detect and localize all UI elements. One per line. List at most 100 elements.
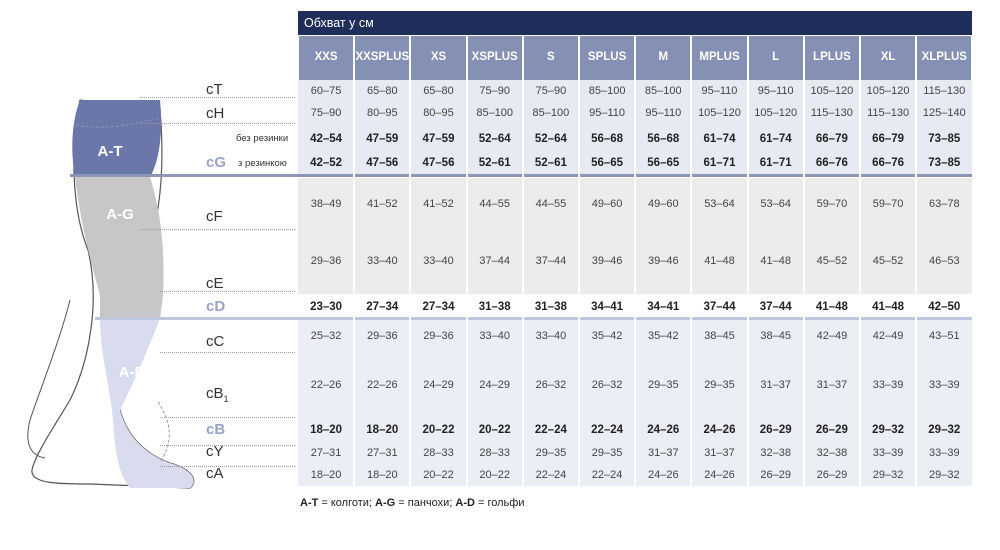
row-label-ca: cA — [206, 465, 224, 482]
size-header-1: XXS PLUS — [355, 36, 410, 80]
table-cell: 29–35 — [591, 446, 623, 459]
size-header-line1: S — [547, 51, 555, 64]
size-header-line2: PLUS — [595, 51, 627, 64]
legend: A-T = колготи; A-G = панчохи; A-D = голь… — [300, 497, 524, 509]
table-cell: 27–31 — [310, 446, 342, 459]
size-header-line2: PLUS — [708, 51, 740, 64]
table-cell: 75–90 — [310, 107, 342, 119]
table-cell: 31–37 — [704, 446, 735, 459]
legend-ad-text: = гольфи — [474, 497, 525, 509]
table-cell: 115–130 — [867, 107, 910, 119]
table-cell: 24–26 — [647, 423, 680, 436]
table-cell: 66–79 — [815, 132, 848, 145]
table-cell: 52–61 — [534, 157, 567, 169]
table-cell: 33–40 — [366, 255, 398, 267]
table-cell: 41–48 — [872, 300, 905, 313]
table-cell: 105–120 — [866, 84, 910, 97]
table-cell: 38–49 — [310, 198, 342, 210]
size-header-11: XL PLUS — [917, 36, 972, 80]
size-header-line1: S — [587, 51, 596, 64]
row-label-cd: cD — [206, 298, 226, 315]
guide-line — [140, 229, 295, 230]
table-cell: 47–59 — [422, 132, 455, 145]
table-cell: 27–34 — [366, 300, 399, 313]
table-cell: 26–32 — [535, 379, 567, 391]
table-cell: 43–51 — [928, 330, 960, 342]
table-cell: 33–39 — [928, 446, 960, 459]
table-cell: 31–38 — [534, 300, 567, 313]
table-cell: 44–55 — [479, 198, 510, 210]
table-cell: 25–32 — [310, 330, 342, 342]
row-label-ct: cT — [206, 81, 223, 98]
table-cell: 29–32 — [928, 423, 961, 436]
table-cell: 52–64 — [534, 132, 567, 145]
legend-at-text: = колготи; — [318, 497, 376, 509]
table-cell: 31–37 — [760, 379, 791, 391]
table-cell: 24–26 — [704, 469, 735, 481]
table-cell: 24–26 — [703, 423, 736, 436]
table-cell: 75–90 — [479, 84, 510, 97]
row-label-cb1: cB1 — [206, 385, 229, 404]
table-cell: 85–100 — [644, 84, 682, 97]
table-cell: 22–26 — [310, 379, 342, 391]
table-cell: 24–29 — [479, 379, 510, 391]
table-cell: 65–80 — [423, 84, 454, 97]
table-cell: 18–20 — [310, 469, 342, 481]
table-cell: 18–20 — [310, 423, 343, 436]
size-header-line1: M — [658, 51, 669, 64]
table-cell: 26–29 — [760, 469, 791, 481]
table-cell: 33–40 — [479, 330, 510, 342]
table-cell: 29–36 — [366, 330, 398, 342]
table-cell: 31–38 — [478, 300, 511, 313]
table-cell: 29–35 — [535, 446, 567, 459]
table-cell: 125–140 — [922, 107, 966, 119]
guide-line — [140, 123, 295, 124]
zone-separator-at — [70, 174, 972, 177]
table-cell: 39–46 — [591, 255, 623, 267]
table-cell: 52–64 — [478, 132, 511, 145]
guide-line — [160, 417, 295, 418]
table-cell: 47–56 — [422, 157, 455, 169]
table-cell: 59–70 — [872, 198, 904, 210]
table-cell: 22–24 — [535, 469, 567, 481]
table-cell: 33–39 — [872, 446, 904, 459]
size-header-5: S PLUS — [580, 36, 635, 80]
table-cell: 56–65 — [591, 157, 624, 169]
table-cell: 73–85 — [928, 157, 961, 169]
size-header-4: S — [523, 36, 578, 80]
table-cell: 63–78 — [928, 198, 960, 210]
table-cell: 22–24 — [591, 423, 624, 436]
table-cell: 66–79 — [872, 132, 905, 145]
table-cell: 95–110 — [589, 107, 626, 119]
table-cell: 47–59 — [366, 132, 399, 145]
table-cell: 18–20 — [366, 469, 398, 481]
table-cell: 41–52 — [366, 198, 398, 210]
table-cell: 59–70 — [816, 198, 848, 210]
column-separator — [578, 80, 580, 486]
table-cell: 60–75 — [310, 84, 342, 97]
table-cell: 41–48 — [760, 255, 791, 267]
row-label-cy: cY — [206, 443, 224, 460]
table-cell: 46–53 — [928, 255, 960, 267]
table-cell: 33–40 — [535, 330, 567, 342]
table-cell: 35–42 — [591, 330, 623, 342]
zone-label-ad: A-D — [118, 364, 146, 381]
table-cell: 31–37 — [816, 379, 848, 391]
size-header-line1: M — [699, 51, 709, 64]
table-cell: 105–120 — [754, 107, 798, 119]
table-cell: 56–65 — [647, 157, 680, 169]
column-separator — [802, 80, 805, 486]
column-separator — [859, 80, 861, 486]
table-cell: 20–22 — [422, 423, 455, 436]
table-cell: 61–71 — [759, 157, 792, 169]
table-cell: 115–130 — [810, 107, 853, 119]
row-label-cg: cG — [206, 154, 227, 171]
table-cell: 105–120 — [810, 84, 854, 97]
table-cell: 56–68 — [591, 132, 624, 145]
table-cell: 29–32 — [928, 469, 960, 481]
table-header-title: Обхват у см — [298, 11, 972, 35]
table-cell: 45–52 — [816, 255, 848, 267]
table-cell: 34–41 — [647, 300, 680, 313]
table-cell: 26–29 — [816, 469, 848, 481]
